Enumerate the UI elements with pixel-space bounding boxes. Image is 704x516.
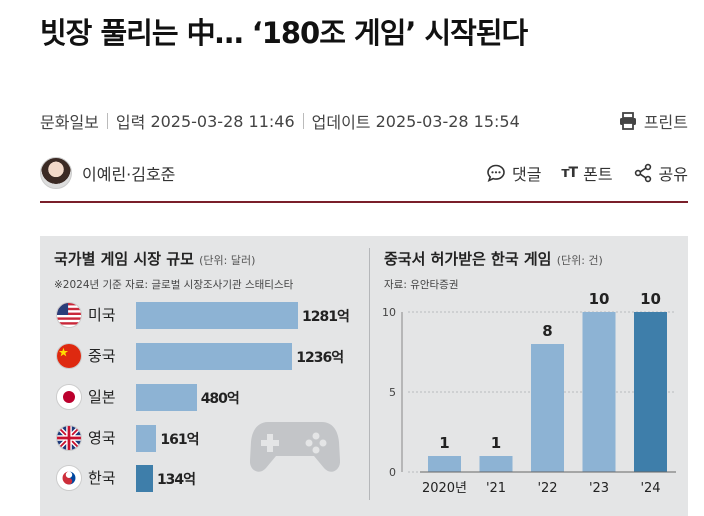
approval-value: 10 [589,290,610,308]
y-tick-label: 0 [389,466,396,479]
market-size-value: 480억 [200,391,240,407]
font-size-button[interactable]: ᴛT 폰트 [561,161,612,185]
country-row: 영국 161억 [54,423,364,455]
comment-label: 댓글 [511,165,542,184]
approval-bar [582,312,616,472]
x-tick-label: '23 [589,481,609,496]
country-name: 일본 [88,388,116,406]
gamepad-icon [250,422,340,472]
country-name: 미국 [88,306,116,324]
country-name: 한국 [88,469,116,487]
header-divider [40,201,688,203]
market-size-value: 1236억 [296,350,344,366]
country-flag-icon [56,465,82,491]
share-icon [634,163,651,183]
approval-bar [428,456,461,472]
input-time: 2025-03-28 11:46 [150,111,295,131]
approval-unit: (단위: 건) [556,254,603,267]
y-tick-label: 5 [389,386,396,399]
print-label: 프린트 [643,113,688,132]
country-flag-icon [56,343,82,369]
x-tick-label: 2020년 [422,481,467,496]
update-time: 2025-03-28 15:54 [375,111,520,131]
approval-title-text: 중국서 허가받은 한국 게임 [384,250,552,268]
article-meta: 문화일보 입력 2025-03-28 11:46 업데이트 2025-03-28… [40,109,688,133]
country-flag-icon [56,425,82,451]
share-button[interactable]: 공유 [633,161,688,185]
approval-value: 1 [439,434,449,452]
country-row: 미국 1281억 [54,300,364,332]
source-name[interactable]: 문화일보 [40,113,99,132]
comment-button[interactable]: 댓글 [486,161,541,185]
approval-value: 8 [542,322,552,340]
approval-chart: 0 5 10 1 2020년 1 '21 8 '22 10 '23 10 '24 [382,290,676,496]
approval-value: 1 [491,434,501,452]
x-tick-label: '22 [537,481,557,496]
x-tick-label: '21 [486,481,506,496]
input-label: 입력 [115,113,146,132]
country-row: 일본 480억 [54,382,364,414]
font-size-icon: ᴛT [561,165,578,181]
approval-bar [479,456,513,472]
x-tick-label: '24 [640,481,660,496]
market-size-note: ※2024년 기준 자료: 글로벌 시장조사기관 스태티스타 [54,279,294,291]
market-size-unit: (단위: 달러) [199,254,256,267]
approval-bar [531,344,564,472]
y-tick-label: 10 [382,306,396,319]
approval-title: 중국서 허가받은 한국 게임 (단위: 건) [384,248,603,269]
country-flag-icon [56,302,82,328]
article-actions: 댓글 ᴛT 폰트 공유 [486,161,688,185]
comment-icon [487,164,505,183]
author-row: 이예린·김호준 댓글 ᴛT 폰트 공유 [40,153,688,193]
country-name: 영국 [88,429,116,447]
market-size-value: 161억 [160,432,199,448]
meta-separator [302,113,304,129]
author-avatar[interactable] [40,157,72,189]
printer-icon [619,112,636,130]
infographic: 국가별 게임 시장 규모 (단위: 달러) ※2024년 기준 자료: 글로벌 … [40,236,688,516]
update-label: 업데이트 [311,113,371,132]
meta-separator [106,113,108,129]
market-size-value: 134억 [156,472,196,488]
country-row: 한국 134억 [54,463,364,495]
market-size-bar [136,465,153,492]
share-label: 공유 [658,165,688,184]
author-name[interactable]: 이예린·김호준 [82,165,176,184]
market-size-value: 1281억 [302,309,350,325]
approval-note: 자료: 유안타증권 [384,279,459,291]
font-label: 폰트 [583,165,613,184]
approval-bar [634,312,667,472]
market-size-bar [136,302,298,329]
approval-value: 10 [640,290,661,308]
market-size-bar [136,425,157,452]
panel-separator [369,248,370,500]
market-size-bar [136,384,197,411]
article-headline: 빗장 풀리는 中… ‘180조 게임’ 시작된다 [40,16,528,50]
market-size-bar [136,343,293,370]
country-flag-icon [56,384,82,410]
market-size-title-text: 국가별 게임 시장 규모 [54,250,194,268]
country-row: 중국 1236억 [54,341,364,373]
country-name: 중국 [88,347,116,365]
market-size-title: 국가별 게임 시장 규모 (단위: 달러) [54,248,255,269]
print-button[interactable]: 프린트 [618,109,688,133]
